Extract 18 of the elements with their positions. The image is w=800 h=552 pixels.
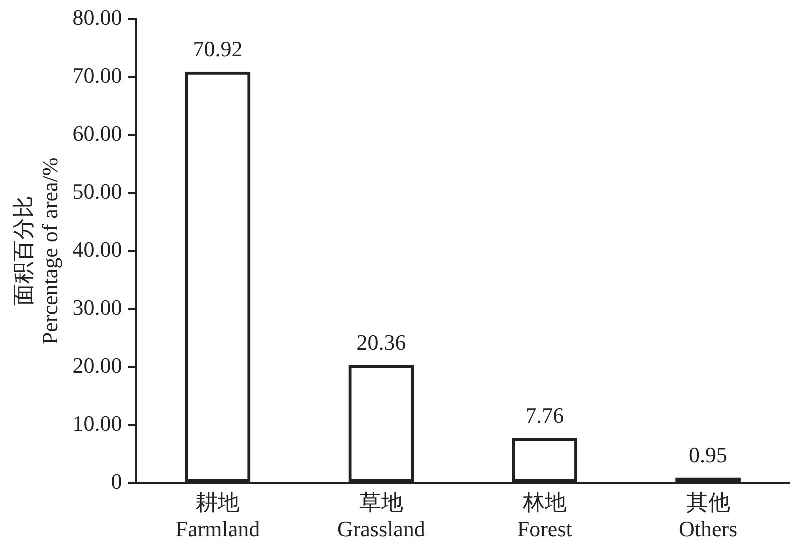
- y-tick-label: 20.00: [72, 352, 122, 378]
- data-label: 7.76: [526, 402, 564, 428]
- y-tick-label: 80.00: [72, 4, 122, 30]
- x-tick-label: 草地 Grassland: [337, 490, 426, 542]
- data-label: 70.92: [193, 36, 243, 62]
- x-tick-label: 耕地 Farmland: [176, 490, 260, 542]
- data-label: 20.36: [356, 330, 406, 355]
- y-tick-label: 40.00: [72, 236, 122, 262]
- y-tick-label: 70.00: [72, 62, 122, 88]
- x-tick-label: 其他 Others: [678, 490, 738, 542]
- y-tick-label: 60.00: [72, 120, 122, 146]
- y-axis-title: 面积百分比 Percentage of area/%: [10, 158, 62, 345]
- data-label: 0.95: [689, 442, 728, 468]
- y-tick-label: 50.00: [72, 178, 122, 204]
- y-tick-label: 30.00: [72, 294, 122, 320]
- x-tick-label: 林地 Forest: [517, 490, 572, 542]
- y-tick-label: 10.00: [72, 410, 122, 436]
- y-tick-label: 0: [111, 468, 122, 494]
